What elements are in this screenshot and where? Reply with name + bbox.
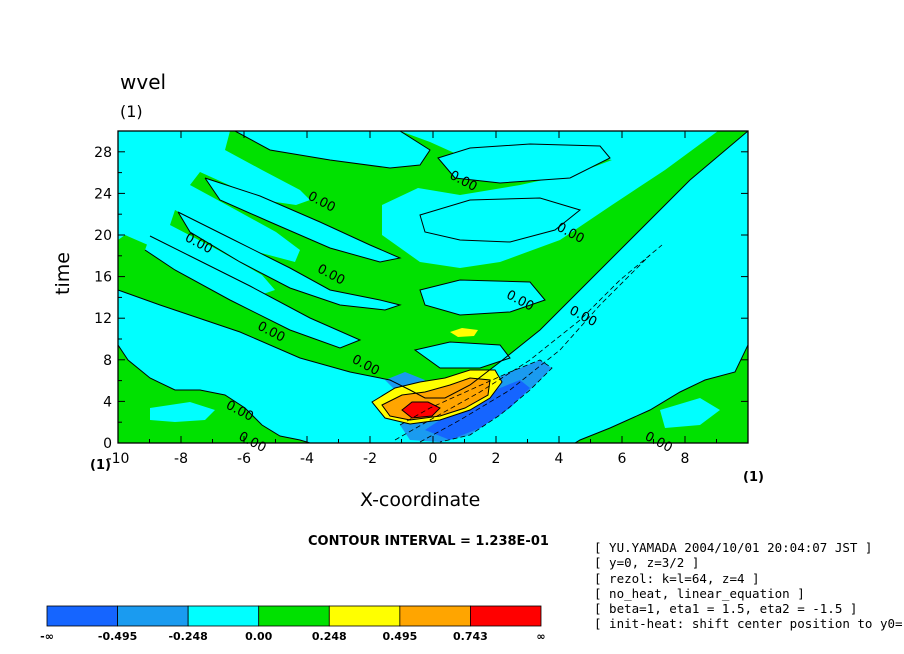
cyan-br-hole bbox=[660, 398, 720, 428]
y-tick-label: 24 bbox=[94, 186, 112, 202]
y-tick-label: 28 bbox=[94, 145, 112, 161]
x-tick-label: -10 bbox=[107, 451, 130, 467]
colorbar-label: 0.495 bbox=[382, 630, 417, 643]
info-line: [ y=0, z=3/2 ] bbox=[594, 555, 700, 571]
negative-contours bbox=[394, 244, 663, 443]
info-line: [ beta=1, eta1 = 1.5, eta2 = -1.5 ] bbox=[594, 601, 858, 617]
x-tick-label: 6 bbox=[618, 451, 627, 467]
colorbar-swatch bbox=[399, 605, 471, 627]
x-axis-label: X-coordinate bbox=[360, 489, 481, 511]
colorbar-swatch bbox=[328, 605, 401, 627]
y-tick-label: 0 bbox=[103, 436, 112, 452]
colorbar: -∞ -0.495 -0.248 0.00 0.248 0.495 0.743 ∞ bbox=[40, 605, 546, 643]
x-unit-right: (1) bbox=[743, 470, 764, 485]
x-unit-left: (1) bbox=[90, 458, 111, 473]
colorbar-label: -0.495 bbox=[98, 630, 137, 643]
cyan-lens-2 bbox=[420, 198, 580, 242]
x-axis: -10 -8 -6 -4 -2 0 2 4 6 8 bbox=[107, 131, 717, 467]
red-core bbox=[402, 402, 440, 418]
x-tick-label: -6 bbox=[237, 451, 251, 467]
cyan-stripe-1 bbox=[235, 131, 430, 168]
contour-interval: CONTOUR INTERVAL = 1.238E-01 bbox=[308, 534, 549, 549]
run-info: [ YU.YAMADA 2004/10/01 20:04:07 JST ] [ … bbox=[594, 540, 904, 632]
contour-lines bbox=[118, 131, 748, 443]
y-tick-label: 16 bbox=[94, 270, 112, 286]
x-tick-label: -8 bbox=[174, 451, 188, 467]
chart-title: wvel bbox=[120, 70, 167, 94]
x-tick-label: -2 bbox=[363, 451, 377, 467]
y-tick-label: 12 bbox=[94, 311, 112, 327]
x-tick-label: 2 bbox=[492, 451, 501, 467]
y-tick-label: 8 bbox=[103, 353, 112, 369]
x-tick-label: -4 bbox=[300, 451, 314, 467]
info-line: [ YU.YAMADA 2004/10/01 20:04:07 JST ] bbox=[594, 540, 873, 555]
y-axis-label: time bbox=[52, 252, 74, 295]
cyan-stripe-3 bbox=[178, 212, 400, 310]
cyan-stripe-2 bbox=[205, 178, 400, 262]
colorbar-label: 0.743 bbox=[453, 630, 488, 643]
title-unit: (1) bbox=[120, 102, 143, 121]
y-tick-label: 4 bbox=[103, 394, 112, 410]
colorbar-swatch bbox=[258, 605, 330, 627]
info-line: [ rezol: k=l=64, z=4 ] bbox=[594, 570, 760, 586]
colorbar-label: 0.00 bbox=[245, 630, 272, 643]
cyan-lens-3 bbox=[420, 280, 545, 315]
x-tick-label: 0 bbox=[429, 451, 438, 467]
info-line: [ init-heat: shift center position to y0… bbox=[594, 616, 904, 632]
colorbar-swatch bbox=[187, 605, 260, 627]
colorbar-swatch bbox=[470, 605, 542, 627]
colorbar-label: ∞ bbox=[536, 630, 545, 643]
cyan-bl-hole bbox=[150, 402, 215, 422]
green-band-main bbox=[118, 131, 748, 398]
colorbar-label: -0.248 bbox=[168, 630, 207, 643]
y-axis: 0 4 8 12 16 20 24 28 bbox=[94, 145, 748, 452]
colorbar-swatch bbox=[117, 605, 189, 627]
colorbar-label: -∞ bbox=[40, 630, 54, 643]
cyan-stripe-4 bbox=[145, 236, 360, 348]
cyan-lens-4 bbox=[415, 342, 510, 368]
colorbar-label: 0.248 bbox=[312, 630, 347, 643]
yellow-spot bbox=[450, 328, 478, 337]
x-tick-label: 4 bbox=[555, 451, 564, 467]
x-tick-label: 8 bbox=[681, 451, 690, 467]
info-line: [ no_heat, linear_equation ] bbox=[594, 585, 805, 601]
cyan-lens-1 bbox=[438, 144, 610, 183]
colorbar-swatch bbox=[46, 605, 118, 627]
contour-field bbox=[118, 131, 748, 443]
y-tick-label: 20 bbox=[94, 228, 112, 244]
